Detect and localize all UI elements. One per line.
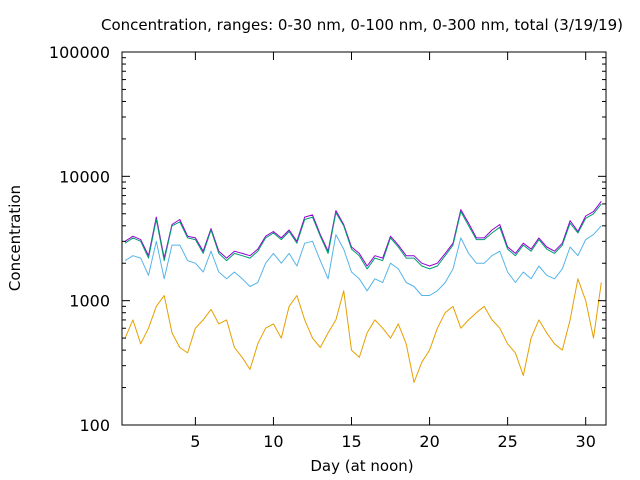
x-tick-label: 20: [419, 432, 439, 451]
x-tick-label: 30: [576, 432, 596, 451]
y-tick-label: 100000: [49, 43, 110, 62]
series-line-4: [124, 278, 602, 383]
y-axis-title: Concentration: [6, 185, 24, 291]
x-tick-label: 15: [341, 432, 361, 451]
x-axis-title: Day (at noon): [310, 457, 413, 475]
y-tick-label: 10000: [59, 167, 110, 186]
series-layer: [124, 200, 602, 383]
series-line-3: [124, 225, 602, 296]
series-line-1: [124, 200, 602, 267]
y-tick-label: 1000: [69, 292, 110, 311]
chart-title: Concentration, ranges: 0-30 nm, 0-100 nm…: [101, 16, 623, 34]
series-line-2: [124, 203, 602, 270]
x-tick-label: 10: [263, 432, 283, 451]
y-axis-ticks: 100 1000 10000 100000: [49, 43, 606, 435]
x-tick-label: 25: [497, 432, 517, 451]
x-tick-label: 5: [190, 432, 200, 451]
plot-frame: [121, 51, 607, 426]
x-axis-ticks: 5 10 15 20 25 30: [190, 52, 596, 451]
y-tick-label: 100: [79, 416, 110, 435]
